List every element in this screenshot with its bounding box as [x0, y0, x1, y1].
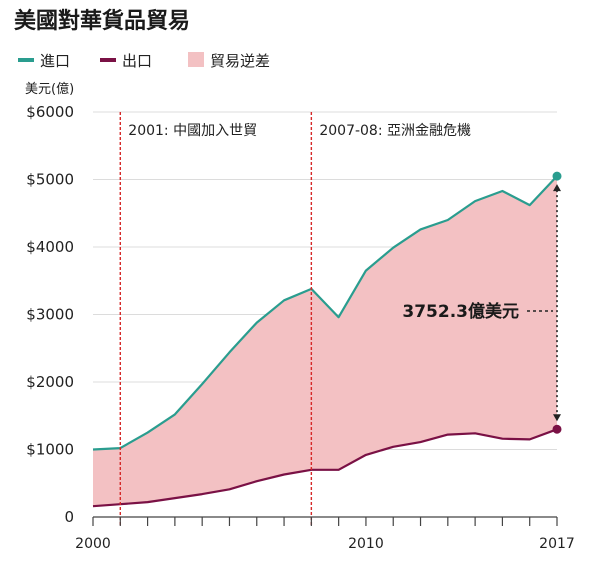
legend-item-imports: 進口: [18, 52, 70, 70]
series-endpoint-imports: [552, 171, 562, 181]
legend-label-deficit: 貿易逆差: [210, 52, 270, 70]
y-tick-label: $2000: [26, 373, 74, 391]
axes: 0 $1000 $2000 $3000 $4000 $5000 $6000 2000 2010 2…: [26, 103, 575, 552]
annotation-label-2008: 2007-08: 亞洲金融危機: [319, 123, 471, 139]
deficit-area-fill: [93, 176, 557, 507]
annotations: 2001: 中國加入世貿 2007-08: 亞洲金融危機: [119, 112, 471, 526]
series-lines: [92, 171, 562, 508]
y-tick-label: $4000: [26, 238, 74, 256]
y-tick-label: 0: [64, 508, 74, 526]
deficit-area: [93, 176, 557, 507]
chart-title: 美國對華貨品貿易: [14, 8, 190, 34]
x-tick-label: 2010: [348, 536, 384, 552]
legend-swatch-deficit: [188, 52, 204, 67]
legend-label-imports: 進口: [40, 52, 70, 70]
callout: 3752.3億美元: [402, 184, 561, 422]
legend: 進口 出口 貿易逆差: [18, 52, 270, 70]
legend-label-exports: 出口: [122, 52, 152, 70]
legend-item-deficit: 貿易逆差: [188, 52, 270, 70]
y-tick-label: $5000: [26, 171, 74, 189]
y-axis-label: 美元(億): [25, 81, 74, 97]
y-tick-label: $1000: [26, 441, 74, 459]
series-line-imports: [92, 175, 558, 451]
y-tick-label: $6000: [26, 103, 74, 121]
x-tick-label: 2017: [539, 536, 575, 552]
legend-item-exports: 出口: [100, 52, 152, 70]
series-line-exports: [92, 428, 558, 508]
annotation-label-2001: 2001: 中國加入世貿: [128, 123, 257, 139]
callout-arrow-head-bottom: [553, 414, 561, 422]
callout-arrow-head-top: [553, 184, 561, 192]
y-tick-label: $3000: [26, 306, 74, 324]
x-tick-label: 2000: [75, 536, 111, 552]
series-endpoint-exports: [552, 424, 562, 434]
callout-label: 3752.3億美元: [402, 301, 519, 322]
